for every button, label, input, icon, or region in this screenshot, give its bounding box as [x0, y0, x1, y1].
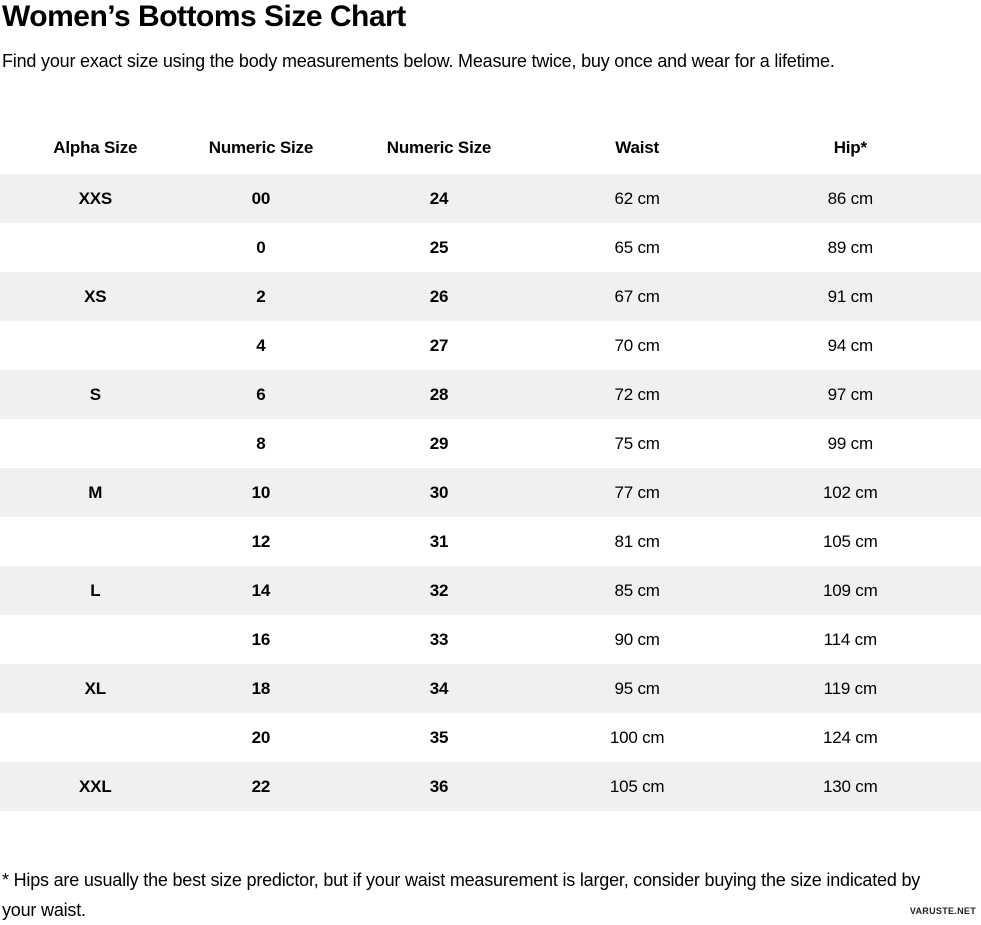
table-cell: 24: [429, 188, 449, 208]
table-cell: 81 cm: [614, 531, 660, 551]
table-cell: 2: [256, 286, 266, 306]
table-cell: [0, 419, 177, 468]
table-cell: 12: [251, 531, 271, 551]
table-cell: XXL: [79, 776, 112, 796]
table-cell: 105 cm: [609, 776, 665, 796]
table-cell: 114 cm: [823, 629, 877, 649]
table-cell: 25: [429, 237, 449, 257]
table-cell: 62 cm: [614, 188, 660, 208]
table-row: XXL 22 36 105 cm 130 cm: [0, 762, 981, 811]
table-row: 20 35 100 cm 124 cm: [0, 713, 981, 762]
table-cell: M: [88, 482, 103, 502]
table-cell: 35: [429, 727, 449, 747]
table-cell: 119 cm: [823, 678, 877, 698]
table-cell: 34: [429, 678, 449, 698]
table-cell: 22: [251, 776, 271, 796]
table-cell: 8: [256, 433, 266, 453]
table-cell: 28: [429, 384, 449, 404]
table-row: 4 27 70 cm 94 cm: [0, 321, 981, 370]
table-cell: [0, 517, 177, 566]
table-cell: 85 cm: [614, 580, 660, 600]
table-row: XXS 00 24 62 cm 86 cm: [0, 174, 981, 223]
table-cell: XXS: [78, 188, 113, 208]
table-cell: 99 cm: [827, 433, 873, 453]
table-cell: 29: [429, 433, 449, 453]
table-cell: 0: [256, 237, 266, 257]
table-cell: 67 cm: [614, 286, 660, 306]
table-cell: 95 cm: [614, 678, 660, 698]
table-row: XS 2 26 67 cm 91 cm: [0, 272, 981, 321]
table-cell: 91 cm: [827, 286, 873, 306]
table-cell: 36: [429, 776, 449, 796]
table-cell: 105 cm: [823, 531, 878, 551]
table-cell: 90 cm: [614, 629, 660, 649]
column-header-2: Numeric Size: [386, 138, 492, 157]
table-cell: 32: [429, 580, 449, 600]
table-header-row: Alpha Size Numeric Size Numeric Size Waist H…: [0, 122, 981, 174]
page-title: Women’s Bottoms Size Chart: [2, 0, 406, 33]
table-cell: XS: [84, 286, 107, 306]
table-cell: [0, 615, 177, 664]
table-cell: 4: [256, 335, 266, 355]
table-row: 8 29 75 cm 99 cm: [0, 419, 981, 468]
table-row: M 10 30 77 cm 102 cm: [0, 468, 981, 517]
table-cell: S: [89, 384, 101, 404]
table-cell: 97 cm: [827, 384, 873, 404]
table-cell: 72 cm: [614, 384, 660, 404]
table-cell: 6: [256, 384, 266, 404]
footnote: * Hips are usually the best size predict…: [2, 870, 921, 920]
page-subtitle: Find your exact size using the body meas…: [2, 51, 835, 71]
table-cell: 00: [251, 188, 271, 208]
table-row: 16 33 90 cm 114 cm: [0, 615, 981, 664]
table-cell: 31: [429, 531, 449, 551]
table-cell: [0, 223, 177, 272]
table-cell: 89 cm: [827, 237, 873, 257]
table-row: L 14 32 85 cm 109 cm: [0, 566, 981, 615]
table-cell: [0, 713, 177, 762]
table-row: 0 25 65 cm 89 cm: [0, 223, 981, 272]
table-cell: 65 cm: [614, 237, 660, 257]
column-header-0: Alpha Size: [53, 138, 138, 157]
table-cell: L: [90, 580, 101, 600]
table-cell: 100 cm: [609, 727, 665, 747]
column-header-1: Numeric Size: [208, 138, 314, 157]
table-cell: 16: [251, 629, 271, 649]
table-cell: 10: [251, 482, 271, 502]
table-row: 12 31 81 cm 105 cm: [0, 517, 981, 566]
table-cell: 33: [429, 629, 449, 649]
table-cell: 77 cm: [614, 482, 660, 502]
table-cell: 18: [251, 678, 271, 698]
table-cell: 75 cm: [614, 433, 660, 453]
table-cell: 70 cm: [614, 335, 660, 355]
table-cell: XL: [84, 678, 107, 698]
table-cell: 27: [429, 335, 449, 355]
size-table-body: XXS 00 24 62 cm 86 cm 0 25 65 cm 89 cm XS 2 26 67 cm…: [0, 174, 981, 811]
table-cell: 130 cm: [823, 776, 878, 796]
table-row: XL 18 34 95 cm 119 cm: [0, 664, 981, 713]
table-cell: 20: [251, 727, 271, 747]
table-cell: 94 cm: [827, 335, 873, 355]
table-cell: 26: [429, 286, 449, 306]
watermark: VARUSTE.NET: [909, 906, 976, 916]
table-cell: 30: [429, 482, 449, 502]
table-cell: 86 cm: [827, 188, 873, 208]
table-cell: 14: [251, 580, 271, 600]
table-cell: 124 cm: [823, 727, 878, 747]
table-cell: [0, 321, 177, 370]
table-row: S 6 28 72 cm 97 cm: [0, 370, 981, 419]
table-cell: 109 cm: [823, 580, 878, 600]
column-header-4: Hip*: [833, 138, 867, 157]
column-header-3: Waist: [615, 138, 659, 157]
table-cell: 102 cm: [823, 482, 878, 502]
size-chart-table: Alpha Size Numeric Size Numeric Size Waist H…: [0, 122, 981, 811]
